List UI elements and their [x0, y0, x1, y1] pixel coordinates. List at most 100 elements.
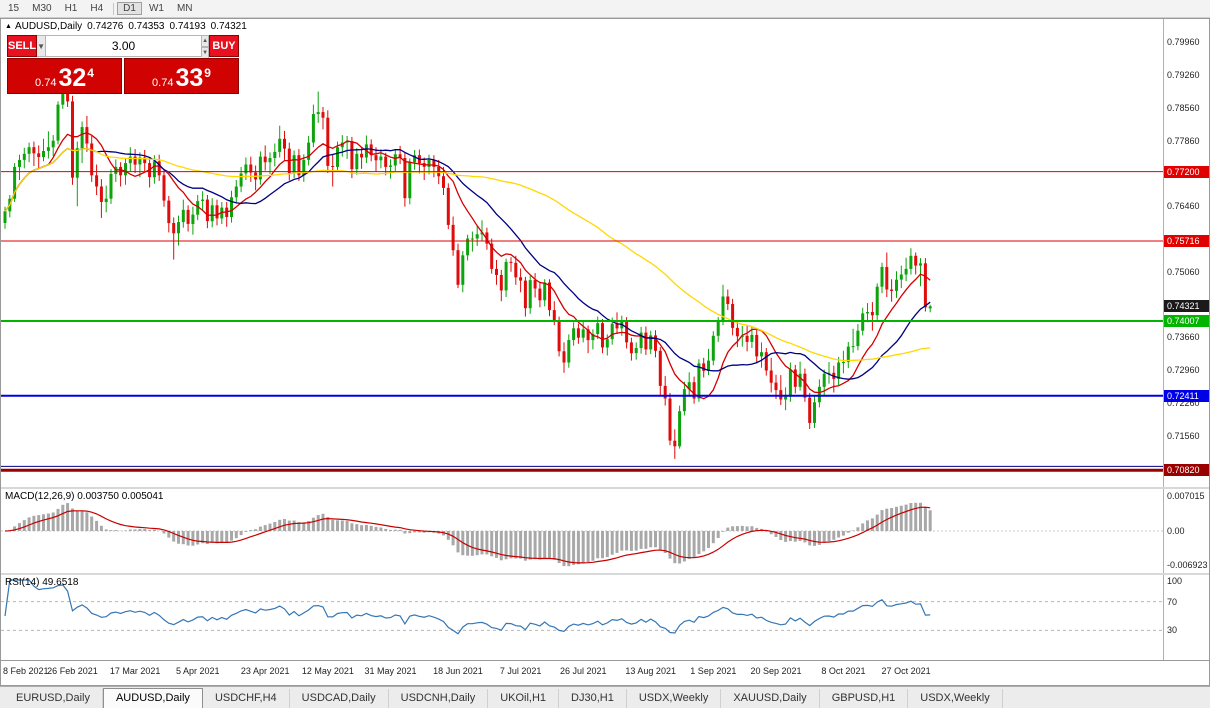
candle-body: [239, 173, 243, 187]
macd-canvas[interactable]: [1, 489, 1163, 573]
candle-body: [393, 154, 397, 166]
candle-body: [697, 363, 701, 399]
price-tick-label: 0.71560: [1167, 431, 1200, 441]
candle-body: [181, 209, 185, 223]
candle-body: [71, 101, 74, 178]
candle-body: [374, 155, 378, 161]
candle-body: [32, 147, 36, 154]
buy-button[interactable]: BUY: [209, 35, 239, 57]
candle-body: [909, 255, 913, 269]
macd-axis-label: 0.007015: [1167, 491, 1205, 501]
volume-dropdown-icon[interactable]: ▼: [37, 35, 47, 57]
candle-body: [755, 334, 759, 357]
candle-body: [283, 138, 286, 149]
main-chart-panel[interactable]: 0.79960 0.79260 0.78560 0.77860 0.76460 0.750…: [1, 19, 1209, 489]
date-label: 17 Mar 2021: [109, 666, 161, 676]
tab-audusd-daily[interactable]: AUDUSD,Daily: [102, 688, 203, 708]
main-chart-canvas[interactable]: [1, 19, 1163, 487]
candle-body: [331, 166, 335, 167]
candle-body: [51, 140, 55, 148]
candle-body: [822, 373, 826, 387]
date-label: 26 Jul 2021: [559, 666, 607, 676]
sell-button[interactable]: SELL: [7, 35, 38, 57]
date-label: 26 Feb 2021: [47, 666, 98, 676]
tab-usdcnh-daily[interactable]: USDCNH,Daily: [389, 689, 489, 708]
date-label: 27 Oct 2021: [881, 666, 931, 676]
candle-body: [668, 398, 672, 441]
sell-price[interactable]: 0.74 32 4: [7, 58, 122, 94]
candle-body: [750, 334, 754, 342]
candle-body: [880, 267, 884, 287]
rsi-axis-label: 30: [1167, 625, 1178, 635]
timeframe-button-w1[interactable]: W1: [148, 3, 164, 14]
macd-panel[interactable]: 0.007015 0.00 -0.006923 MACD(12,26,9) 0.00…: [1, 489, 1209, 575]
rsi-panel[interactable]: 100 70 30 RSI(14) 49.6518: [1, 575, 1209, 661]
chart-window: 0.79960 0.79260 0.78560 0.77860 0.76460 0.750…: [0, 18, 1210, 686]
tab-usdchf-h4[interactable]: USDCHF,H4: [203, 689, 290, 708]
tab-ukoil-h1[interactable]: UKOil,H1: [488, 689, 560, 708]
candle-body: [128, 156, 132, 164]
ohlc-low: 0.74193: [169, 21, 206, 32]
candle-body: [596, 323, 600, 334]
price-tick-label: 0.78560: [1167, 103, 1200, 113]
candle-body: [808, 397, 812, 423]
tab-dj30-h1[interactable]: DJ30,H1: [559, 689, 627, 708]
candle-body: [803, 373, 807, 398]
candle-body: [735, 327, 739, 337]
tab-eurusd-daily[interactable]: EURUSD,Daily: [4, 689, 103, 708]
candle-body: [273, 151, 277, 158]
candle-body: [731, 304, 735, 328]
ma-line-10: [4, 132, 931, 400]
toolbar-divider: [113, 2, 115, 15]
main-price-axis[interactable]: 0.79960 0.79260 0.78560 0.77860 0.76460 0.750…: [1163, 19, 1209, 487]
timeframe-button-d1[interactable]: D1: [117, 2, 142, 15]
tab-gbpusd-h1[interactable]: GBPUSD,H1: [820, 689, 909, 708]
candle-body: [499, 275, 503, 291]
date-label: 1 Sep 2021: [690, 666, 737, 676]
candle-body: [403, 158, 407, 199]
timeframe-button-h1[interactable]: H1: [64, 3, 78, 14]
candle-body: [581, 329, 585, 338]
tab-usdx-weekly-2[interactable]: USDX,Weekly: [908, 689, 1003, 708]
candle-body: [528, 280, 532, 309]
candle-body: [519, 277, 523, 281]
volume-input[interactable]: [46, 35, 203, 57]
buy-price[interactable]: 0.74 33 9: [124, 58, 239, 94]
tab-usdcad-daily[interactable]: USDCAD,Daily: [290, 689, 389, 708]
time-axis[interactable]: 8 Feb 2021 26 Feb 2021 17 Mar 2021 5 Apr 20…: [1, 661, 1209, 684]
candle-body: [899, 274, 903, 280]
timeframe-button-h4[interactable]: H4: [90, 3, 104, 14]
candle-body: [201, 199, 205, 201]
candle-body: [384, 156, 388, 167]
date-label: 18 Jun 2021: [433, 666, 483, 676]
candle-body: [475, 234, 479, 239]
timeframe-button-mn[interactable]: MN: [176, 3, 193, 14]
candle-body: [61, 86, 65, 105]
candle-body: [186, 209, 190, 224]
candle-body: [533, 280, 537, 289]
candle-body: [591, 334, 595, 341]
candle-body: [629, 342, 633, 354]
candle-body: [138, 157, 142, 165]
candle-body: [543, 282, 547, 301]
candle-body: [446, 187, 450, 225]
price-tick-label: 0.72960: [1167, 365, 1200, 375]
candle-body: [866, 312, 869, 314]
tab-xauusd-daily[interactable]: XAUUSD,Daily: [721, 689, 820, 708]
candle-body: [610, 323, 614, 340]
tab-usdx-weekly[interactable]: USDX,Weekly: [627, 689, 722, 708]
candle-body: [567, 340, 571, 363]
candle-body: [895, 279, 898, 291]
buy-price-prefix: 0.74: [152, 77, 174, 89]
timeframe-button-15[interactable]: 15: [8, 3, 20, 14]
volume-up-icon[interactable]: ▲: [202, 35, 210, 47]
candle-body: [837, 362, 841, 379]
candle-body: [398, 154, 402, 158]
price-tick-label: 0.77860: [1167, 136, 1200, 146]
rsi-canvas[interactable]: [1, 575, 1163, 659]
candle-body: [244, 164, 248, 174]
candle-body: [451, 224, 455, 251]
volume-spinner[interactable]: ▲ ▼: [202, 35, 210, 59]
candle-body: [3, 211, 7, 223]
timeframe-button-m30[interactable]: M30: [32, 3, 52, 14]
